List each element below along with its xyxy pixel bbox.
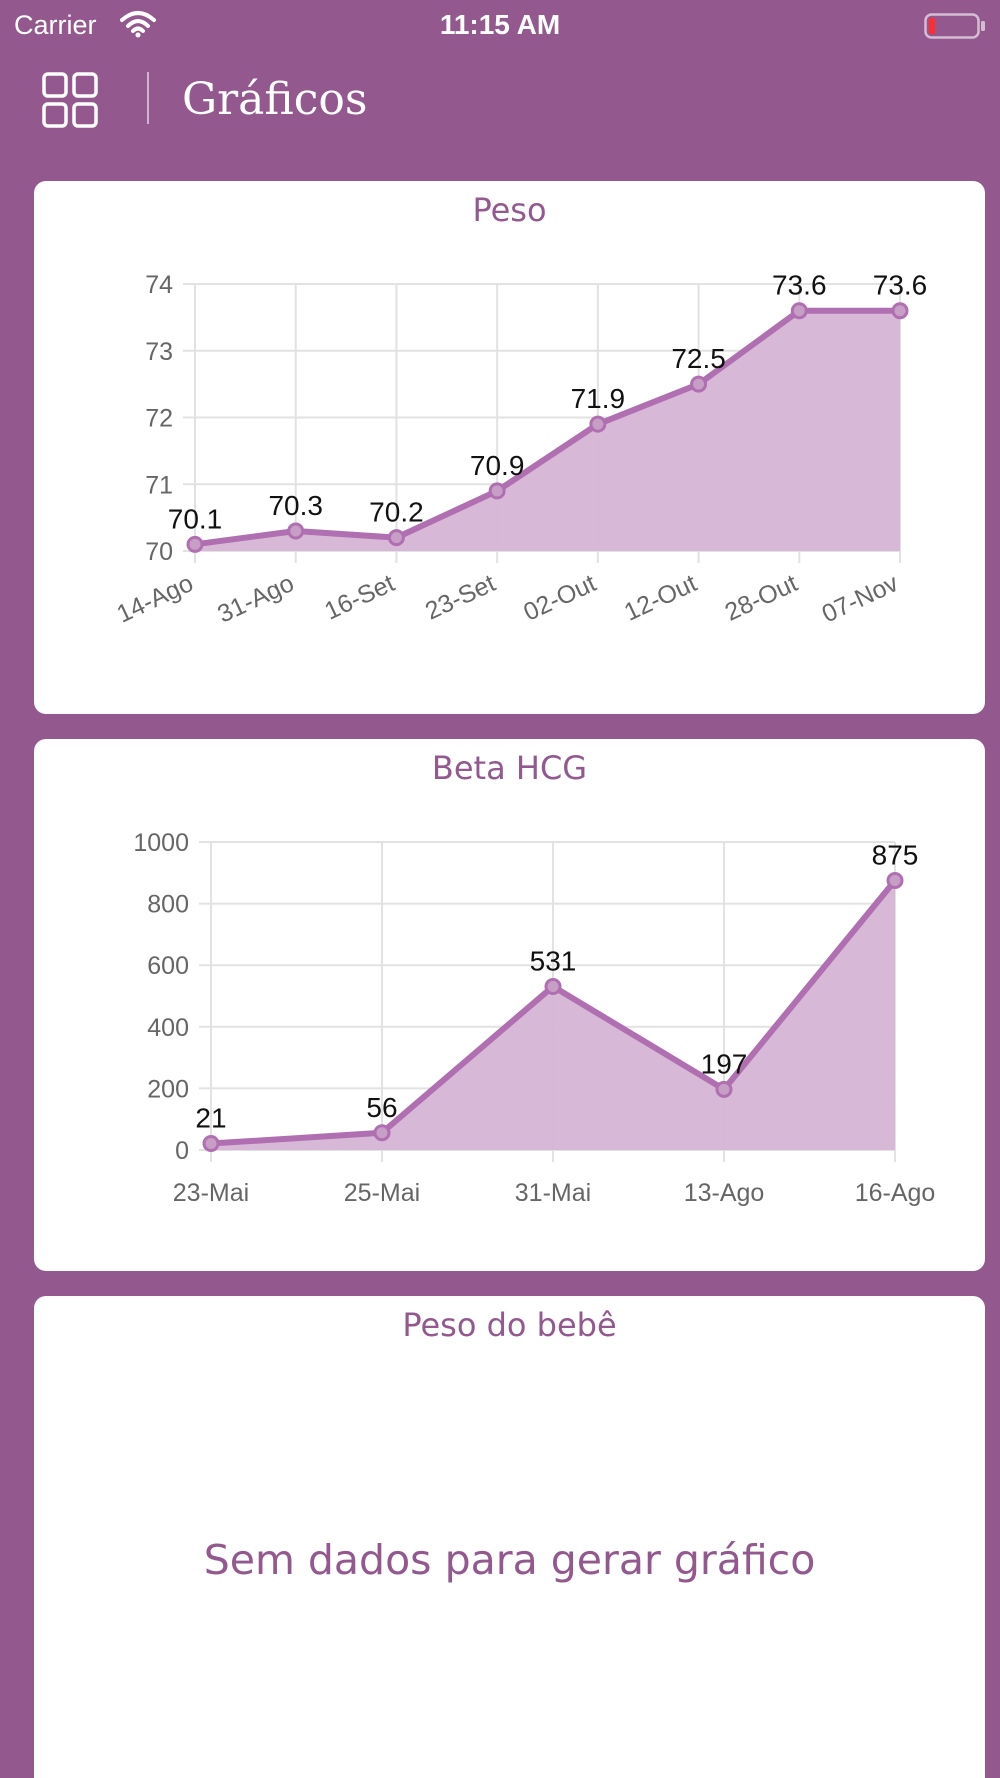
x-tick-label: 16-Set xyxy=(320,569,399,626)
x-tick-label: 12-Out xyxy=(620,569,701,627)
y-tick-label: 0 xyxy=(175,1137,189,1165)
beta-hcg-chart: 0 200 400 600 800 1000 23-Mai 25-Mai 31-Mai 13-Ag… xyxy=(133,829,936,1207)
data-point xyxy=(886,872,904,889)
page-title: Gráficos xyxy=(182,74,368,125)
x-tick-label: 25-Mai xyxy=(344,1179,420,1207)
data-label: 21 xyxy=(195,1103,226,1134)
grid-icon[interactable] xyxy=(42,72,98,128)
y-tick-label: 400 xyxy=(147,1014,189,1042)
battery-icon xyxy=(924,13,985,39)
data-point xyxy=(544,977,562,995)
x-tick-label: 16-Ago xyxy=(855,1179,936,1207)
y-tick-label: 73 xyxy=(145,338,173,366)
data-point xyxy=(387,529,405,547)
data-point xyxy=(186,535,204,553)
chart-title: Peso do bebê xyxy=(402,1306,617,1344)
data-point xyxy=(202,1135,220,1153)
peso-chart: 70 71 72 73 74 14-Ago 31-Ago 16-Set 23-Set 02-Out… xyxy=(113,270,928,629)
data-label: 71.9 xyxy=(571,383,626,414)
y-tick-label: 71 xyxy=(145,471,173,499)
y-tick-label: 74 xyxy=(145,271,173,299)
data-point xyxy=(891,302,909,320)
data-point xyxy=(690,375,708,393)
data-label: 70.3 xyxy=(268,490,323,521)
y-tick-label: 72 xyxy=(145,405,173,433)
x-tick-label: 07-Nov xyxy=(818,569,903,629)
y-tick-label: 600 xyxy=(147,952,189,980)
data-point xyxy=(488,482,506,500)
x-tick-label: 13-Ago xyxy=(684,1179,765,1207)
data-point xyxy=(373,1124,391,1142)
chart-title: Peso xyxy=(472,191,547,229)
x-tick-label: 23-Set xyxy=(421,569,500,626)
data-label: 70.2 xyxy=(369,497,424,528)
chart-title: Beta HCG xyxy=(431,749,588,787)
area-fill xyxy=(211,880,895,1150)
x-tick-label: 02-Out xyxy=(519,569,600,627)
data-label: 70.1 xyxy=(168,503,223,534)
x-tick-label: 31-Ago xyxy=(213,569,298,628)
data-label: 73.6 xyxy=(772,270,827,301)
wifi-icon xyxy=(120,11,156,38)
series-line xyxy=(194,307,900,548)
data-point xyxy=(715,1080,733,1098)
area-fill xyxy=(195,310,900,551)
data-point xyxy=(287,522,305,540)
nav-bar: Gráficos xyxy=(0,52,1000,172)
data-label: 72.5 xyxy=(671,343,726,374)
empty-chart-message: Sem dados para gerar gráfico xyxy=(203,1536,816,1584)
data-point xyxy=(589,415,607,433)
chart-card-peso: Peso 70 71 72 73 74 14-Ago 31-Ago 16-Set 23-Set 0… xyxy=(34,181,985,714)
data-label: 73.6 xyxy=(873,270,928,301)
chart-card-peso-bebe: Peso do bebê Sem dados para gerar gráfic… xyxy=(34,1296,985,1778)
status-bar: Carrier 11:15 AM xyxy=(0,0,1000,52)
y-tick-label: 200 xyxy=(147,1075,189,1103)
x-tick-label: 14-Ago xyxy=(113,569,198,628)
chart-card-beta-hcg: Beta HCG 0 200 400 600 800 1000 23-Mai 25-Mai 31… xyxy=(34,739,985,1271)
data-label: 56 xyxy=(366,1092,397,1123)
carrier-label: Carrier xyxy=(14,10,97,40)
data-label: 531 xyxy=(530,945,577,976)
x-tick-label: 28-Out xyxy=(721,569,802,627)
y-tick-label: 800 xyxy=(147,891,189,919)
clock: 11:15 AM xyxy=(439,9,561,40)
x-tick-label: 23-Mai xyxy=(173,1179,249,1207)
nav-divider xyxy=(147,72,149,124)
data-point xyxy=(790,302,808,320)
data-label: 70.9 xyxy=(470,450,525,481)
x-tick-label: 31-Mai xyxy=(515,1179,591,1207)
data-label: 875 xyxy=(872,840,919,871)
y-tick-label: 70 xyxy=(145,538,173,566)
data-label: 197 xyxy=(701,1048,748,1079)
y-tick-label: 1000 xyxy=(133,829,189,857)
